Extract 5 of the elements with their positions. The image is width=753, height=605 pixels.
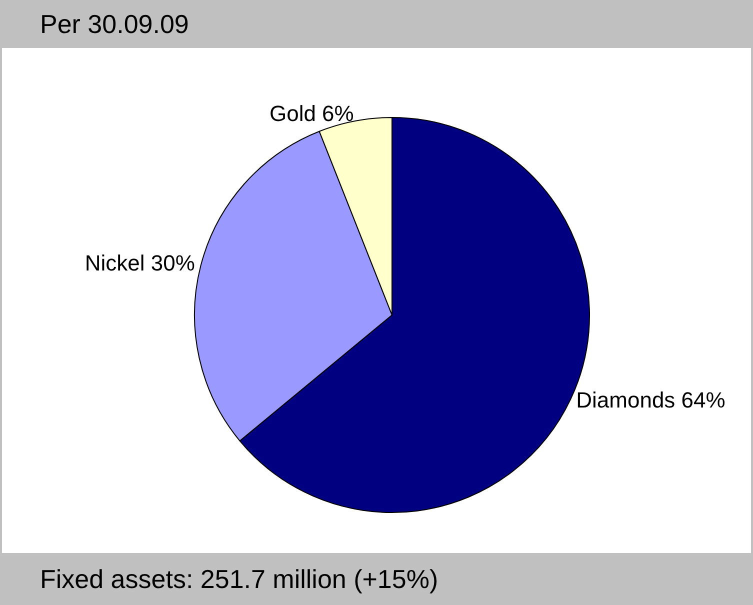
slice-label: Nickel 30% [84, 250, 195, 276]
text: Fixed assets: 251.7 million (+15%) [0, 553, 753, 605]
slice-label: Diamonds 64% [576, 388, 726, 413]
chart-title: Per 30.09.09 [0, 0, 753, 48]
slice-label: Gold 6% [269, 101, 354, 126]
